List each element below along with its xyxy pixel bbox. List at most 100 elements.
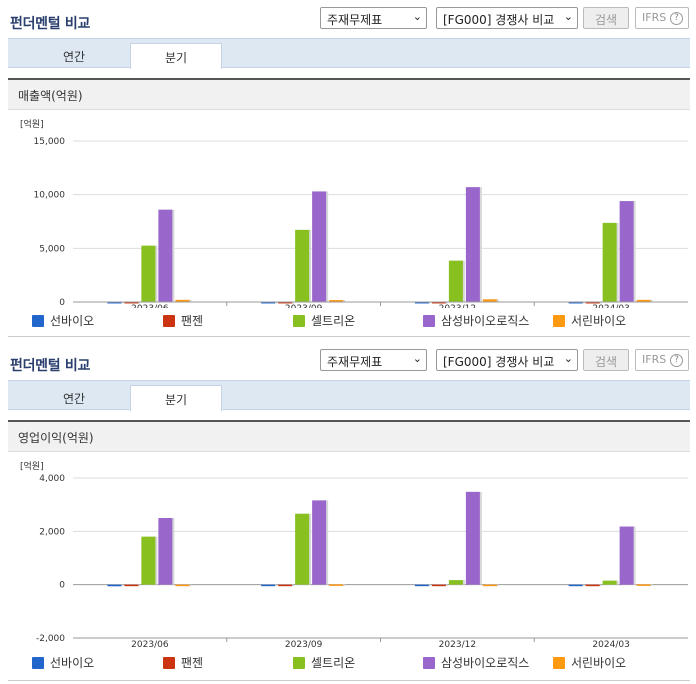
bar[interactable] xyxy=(636,299,651,302)
bar[interactable] xyxy=(568,301,583,304)
period-tabs: 연간 분기 xyxy=(8,380,690,411)
bar[interactable] xyxy=(107,301,122,304)
legend-item[interactable]: 팬젠 xyxy=(163,312,203,329)
x-tick-label: 2024/03 xyxy=(592,304,629,308)
help-icon[interactable]: ? xyxy=(670,12,683,25)
legend-item[interactable]: 선바이오 xyxy=(32,654,94,671)
bar[interactable] xyxy=(585,301,600,304)
bar[interactable] xyxy=(261,301,276,304)
x-tick-label: 2023/06 xyxy=(131,304,169,308)
ifrs-button[interactable]: IFRS ? xyxy=(635,349,689,371)
legend-item[interactable]: 삼성바이오로직스 xyxy=(423,312,529,329)
x-tick-label: 2023/06 xyxy=(131,640,169,650)
bar[interactable] xyxy=(602,580,617,585)
bar[interactable] xyxy=(295,513,310,585)
chevron-down-icon: ⌄ xyxy=(563,10,573,23)
bar[interactable] xyxy=(141,536,156,585)
legend-swatch-icon xyxy=(423,315,435,327)
bar[interactable] xyxy=(431,301,446,304)
section-title: 매출액(억원) xyxy=(8,78,690,110)
bar[interactable] xyxy=(414,584,429,587)
revenue-chart-svg: [억원] 0 5,000 10,000 15,000 2023/06 2023/09 202… xyxy=(20,118,688,308)
bar[interactable] xyxy=(175,299,190,302)
panel-header: 펀더멘털 비교 주재무제표 ⌄ [FG000] 경쟁사 비교 ⌄ 검색 IFRS… xyxy=(8,6,690,36)
panel-revenue: 펀더멘털 비교 주재무제표 ⌄ [FG000] 경쟁사 비교 ⌄ 검색 IFRS… xyxy=(8,6,690,336)
panel-title: 펀더멘털 비교 xyxy=(10,16,91,32)
legend-item[interactable]: 서린바이오 xyxy=(553,654,626,671)
bar[interactable] xyxy=(124,584,139,587)
legend-swatch-icon xyxy=(553,315,565,327)
peer-group-select[interactable]: [FG000] 경쟁사 비교 ⌄ xyxy=(436,7,578,29)
legend-item[interactable]: 삼성바이오로직스 xyxy=(423,654,529,671)
tab-quarterly[interactable]: 분기 xyxy=(130,385,222,411)
chevron-down-icon: ⌄ xyxy=(412,10,422,23)
bar[interactable] xyxy=(329,300,344,302)
ifrs-label: IFRS xyxy=(642,353,667,366)
bar[interactable] xyxy=(414,301,429,304)
bar[interactable] xyxy=(158,518,173,585)
bar[interactable] xyxy=(431,584,446,587)
bar[interactable] xyxy=(312,191,327,302)
legend-item[interactable]: 서린바이오 xyxy=(553,312,626,329)
bar[interactable] xyxy=(619,526,634,585)
peer-group-select-value: [FG000] 경쟁사 비교 xyxy=(443,355,555,369)
chevron-down-icon: ⌄ xyxy=(412,352,422,365)
legend-label: 삼성바이오로직스 xyxy=(441,656,530,670)
divider xyxy=(8,336,690,337)
section-title: 영업이익(억원) xyxy=(8,420,690,452)
legend-item[interactable]: 팬젠 xyxy=(163,654,203,671)
bar[interactable] xyxy=(278,301,293,304)
legend-label: 선바이오 xyxy=(50,656,95,670)
bar[interactable] xyxy=(158,209,173,302)
y-tick-label: 2,000 xyxy=(39,527,65,537)
legend-swatch-icon xyxy=(293,315,305,327)
bar[interactable] xyxy=(568,584,583,587)
y-tick-label: 4,000 xyxy=(39,474,65,484)
bar[interactable] xyxy=(482,299,497,302)
peer-group-select[interactable]: [FG000] 경쟁사 비교 ⌄ xyxy=(436,349,578,371)
x-tick-label: 2023/09 xyxy=(285,304,323,308)
bar[interactable] xyxy=(482,584,497,587)
bar[interactable] xyxy=(312,500,327,585)
bar[interactable] xyxy=(107,584,122,587)
bar[interactable] xyxy=(585,584,600,587)
bar[interactable] xyxy=(448,580,463,585)
statement-select[interactable]: 주재무제표 ⌄ xyxy=(320,7,427,29)
bar[interactable] xyxy=(465,491,480,585)
bar[interactable] xyxy=(329,584,344,586)
tab-annual[interactable]: 연간 xyxy=(62,50,86,64)
tab-annual[interactable]: 연간 xyxy=(62,392,86,406)
bar[interactable] xyxy=(141,245,156,302)
peer-group-select-value: [FG000] 경쟁사 비교 xyxy=(443,13,555,27)
bar[interactable] xyxy=(602,222,617,302)
y-tick-label: 10,000 xyxy=(34,191,66,201)
statement-select-value: 주재무제표 xyxy=(327,13,383,27)
bar[interactable] xyxy=(295,229,310,302)
bar[interactable] xyxy=(448,260,463,302)
bar[interactable] xyxy=(465,187,480,302)
x-tick-label: 2024/03 xyxy=(592,640,629,650)
x-tick-label: 2023/12 xyxy=(439,304,476,308)
revenue-chart: [억원] 0 5,000 10,000 15,000 2023/06 2023/09 202… xyxy=(8,116,690,308)
legend-item[interactable]: 셀트리온 xyxy=(293,654,355,671)
ifrs-button[interactable]: IFRS ? xyxy=(635,7,689,29)
statement-select[interactable]: 주재무제표 ⌄ xyxy=(320,349,427,371)
legend-item[interactable]: 셀트리온 xyxy=(293,312,355,329)
bar[interactable] xyxy=(636,584,651,586)
bar[interactable] xyxy=(175,584,190,587)
tab-quarterly[interactable]: 분기 xyxy=(130,43,222,69)
y-tick-label: 0 xyxy=(59,298,65,308)
help-icon[interactable]: ? xyxy=(670,354,683,367)
operating-profit-chart-svg: [억원] -2,000 0 2,000 4,000 2023/06 2023/09 2023… xyxy=(20,460,688,650)
search-button[interactable]: 검색 xyxy=(583,7,629,29)
search-button[interactable]: 검색 xyxy=(583,349,629,371)
legend-item[interactable]: 선바이오 xyxy=(32,312,94,329)
bar[interactable] xyxy=(278,584,293,587)
unit-label: [억원] xyxy=(20,118,44,130)
bar[interactable] xyxy=(124,301,139,304)
bar[interactable] xyxy=(619,201,634,302)
bar[interactable] xyxy=(261,584,276,587)
legend-label: 삼성바이오로직스 xyxy=(441,314,530,328)
y-tick-label: 15,000 xyxy=(34,137,66,147)
panel-title: 펀더멘털 비교 xyxy=(10,358,91,374)
